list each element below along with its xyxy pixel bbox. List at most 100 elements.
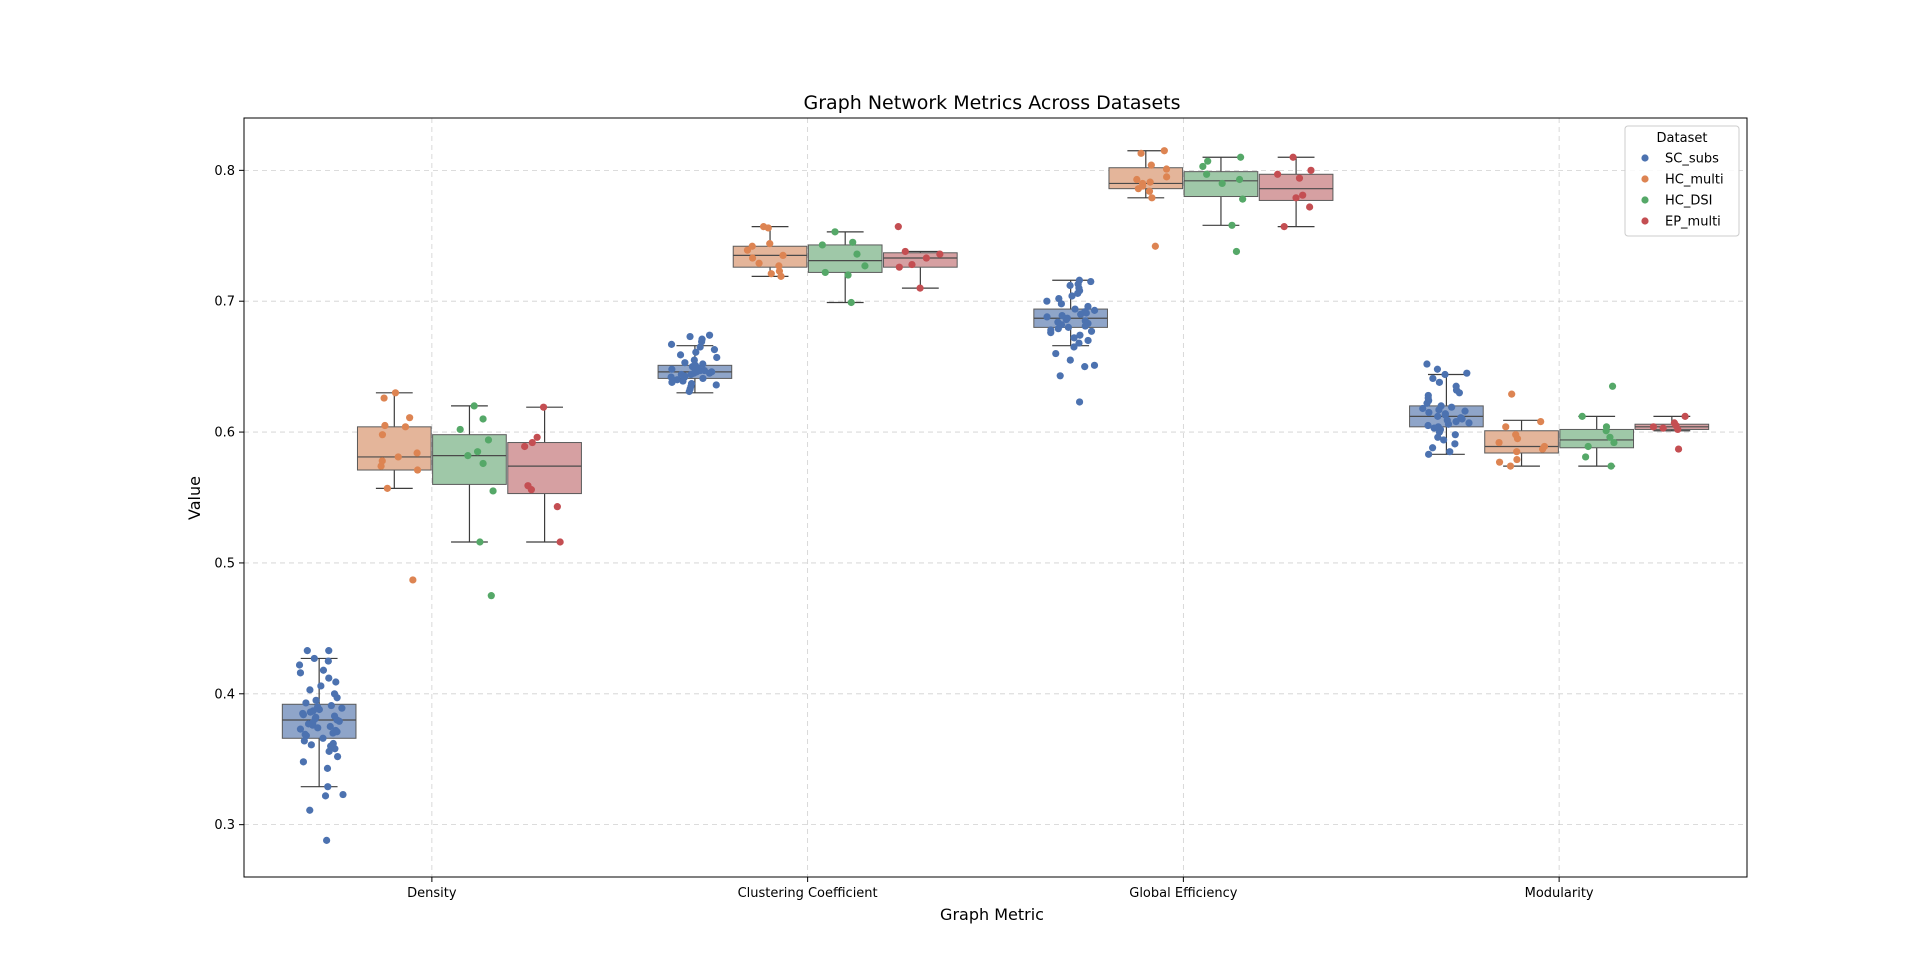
data-point: [479, 415, 487, 423]
data-point: [378, 457, 386, 465]
data-point: [1145, 187, 1154, 195]
data-point: [1429, 374, 1437, 383]
data-point: [1610, 438, 1618, 447]
data-point: [861, 262, 869, 270]
data-point: [326, 722, 334, 731]
data-point: [301, 730, 309, 738]
data-point: [413, 466, 422, 474]
data-point: [844, 271, 852, 279]
data-point: [775, 262, 783, 270]
box-iqr: [883, 252, 958, 268]
data-point: [1681, 412, 1689, 420]
data-point: [1055, 294, 1063, 303]
data-point: [1071, 305, 1079, 313]
y-tick-label: 0.3: [214, 818, 235, 833]
data-point: [1306, 203, 1314, 211]
data-point: [667, 340, 676, 348]
data-point: [1056, 372, 1064, 380]
data-point: [487, 592, 495, 600]
data-point: [1513, 455, 1521, 464]
data-point: [821, 268, 829, 277]
data-point: [1502, 423, 1510, 431]
data-point: [303, 647, 311, 655]
data-point: [401, 423, 410, 431]
data-point: [489, 487, 497, 495]
x-tick-label: Clustering Coefficient: [738, 886, 878, 901]
data-point: [299, 758, 308, 766]
data-point: [296, 669, 305, 677]
data-point: [1441, 370, 1449, 379]
data-point: [1146, 178, 1154, 186]
data-point: [321, 792, 330, 800]
data-point: [710, 346, 719, 354]
data-point: [302, 699, 310, 707]
data-point: [391, 389, 400, 397]
data-point: [553, 503, 561, 511]
data-point: [1307, 166, 1315, 174]
data-point: [759, 223, 768, 231]
data-point: [476, 538, 484, 546]
data-point: [479, 459, 487, 468]
data-point: [307, 741, 315, 749]
data-point: [324, 783, 332, 791]
data-point: [1064, 323, 1073, 331]
data-point: [1428, 444, 1437, 452]
data-point: [748, 242, 756, 250]
data-point: [1508, 390, 1516, 398]
boxplot-SC_subs-0: [281, 657, 357, 788]
data-point: [323, 836, 331, 844]
data-point: [1457, 414, 1465, 422]
data-point: [766, 240, 774, 248]
data-point: [295, 661, 304, 669]
data-point: [473, 448, 482, 456]
data-point: [1463, 369, 1471, 377]
data-point: [1228, 221, 1236, 229]
data-point: [296, 725, 305, 733]
legend-label-EP_multi: EP_multi: [1665, 215, 1721, 230]
data-point: [1084, 302, 1092, 311]
data-point: [743, 246, 752, 254]
data-point: [916, 284, 924, 292]
data-point: [1081, 308, 1089, 316]
data-point: [323, 764, 332, 772]
data-point: [1087, 327, 1096, 335]
data-point: [1441, 410, 1449, 418]
legend-label-HC_DSI: HC_DSI: [1665, 194, 1712, 209]
data-point: [1423, 360, 1431, 368]
data-point: [681, 359, 689, 367]
data-point: [1075, 339, 1083, 347]
data-point: [1066, 356, 1074, 364]
boxplot-HC_DSI-1: [807, 231, 883, 304]
data-point: [1582, 453, 1590, 461]
legend-title: Dataset: [1657, 131, 1708, 146]
data-point: [676, 351, 685, 359]
boxplot-HC_DSI-0: [432, 405, 507, 543]
data-point: [847, 298, 855, 307]
data-point: [1081, 317, 1089, 325]
data-point: [1199, 162, 1207, 171]
data-point: [922, 254, 930, 262]
data-point: [325, 674, 333, 682]
data-point: [1163, 173, 1171, 181]
y-tick-label: 0.6: [214, 426, 235, 441]
y-axis-title: Value: [185, 476, 204, 520]
data-point: [698, 335, 706, 343]
data-point: [1043, 297, 1051, 305]
data-point: [1452, 418, 1460, 426]
data-point: [1425, 450, 1433, 458]
data-point: [524, 482, 532, 490]
legend-label-SC_subs: SC_subs: [1665, 152, 1719, 167]
data-point: [700, 366, 709, 375]
data-point: [673, 376, 681, 384]
data-point: [667, 373, 675, 381]
data-point: [556, 538, 564, 546]
data-point: [299, 709, 307, 718]
data-point: [1513, 448, 1521, 456]
data-point: [1151, 242, 1159, 250]
axis-layer: 0.3 0.4 0.5 0.6 0.7 0.8 Density Clustering Coef…: [214, 117, 1748, 901]
boxplot-EP_multi-1: [883, 250, 958, 289]
box-iqr: [807, 244, 883, 273]
data-point: [1537, 418, 1545, 426]
data-point: [1075, 398, 1084, 406]
